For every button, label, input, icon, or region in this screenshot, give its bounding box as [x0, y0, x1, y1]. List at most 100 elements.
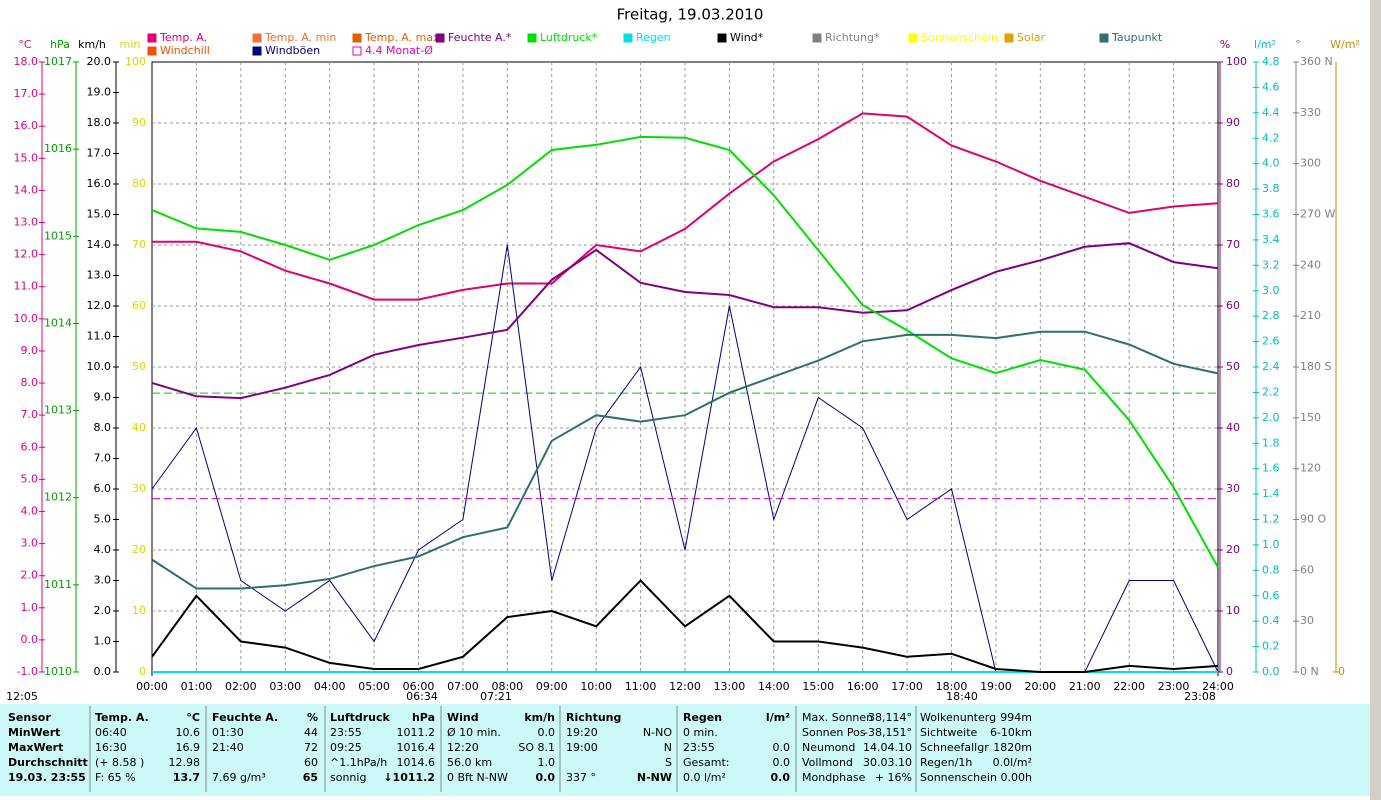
table-cell: 337 ° [566, 771, 596, 784]
x-tick-label: 12:00 [669, 680, 701, 693]
table-header: Wind [447, 711, 479, 724]
series-line [151, 242, 1219, 400]
table-cell: Mondphase [802, 771, 866, 784]
table-value: 0.00h [1001, 771, 1032, 784]
x-tick-label: 21:00 [1069, 680, 1101, 693]
y-tick-label: 20 [132, 543, 146, 556]
y-tick-label: 20.0 [87, 55, 112, 68]
y-tick-label: 100 [1226, 55, 1247, 68]
y-tick-label: 3.0 [94, 574, 112, 587]
y-tick-label: 1012 [44, 491, 72, 504]
legend-label: Richtung* [825, 31, 880, 44]
x-tick-label: 01:00 [181, 680, 213, 693]
table-cell: Neumond [802, 741, 855, 754]
y-tick-label: 10 [132, 604, 146, 617]
table-value: 13.7 [173, 771, 200, 784]
scroll-edge [1370, 0, 1381, 800]
table-cell: 06:40 [95, 726, 127, 739]
table-unit: l/m² [766, 711, 790, 724]
x-tick-label: 03:00 [269, 680, 301, 693]
table-cell: F: 65 % [95, 771, 136, 784]
y-tick-label: 70 [1226, 238, 1240, 251]
y-tick-label: 8.0 [21, 376, 39, 389]
legend-label: Windchill [160, 44, 210, 57]
y-tick-label: 270 W [1300, 208, 1335, 221]
y-tick-label: 18.0 [87, 116, 112, 129]
y-tick-label: 0.0 [94, 665, 112, 678]
table-cell: 0.0 l/m² [683, 771, 726, 784]
table-cell: 19:20 [566, 726, 598, 739]
y-tick-label: 15.0 [14, 151, 39, 164]
legend-label: Temp. A. min [264, 31, 336, 44]
series-line [151, 579, 1219, 673]
y-tick-label: 10 [1226, 604, 1240, 617]
y-tick-label: 1.8 [1262, 436, 1280, 449]
table-header: Temp. A. [95, 711, 149, 724]
y-tick-label: 4.6 [1262, 80, 1280, 93]
legend-label: Luftdruck* [540, 31, 598, 44]
x-tick-label: 04:00 [314, 680, 346, 693]
y-tick-label: 0 N [1300, 665, 1319, 678]
y-tick-label: 1015 [44, 229, 72, 242]
y-tick-label: 14.0 [87, 238, 112, 251]
y-tick-label: 0.0 [21, 633, 39, 646]
legend-swatch [717, 33, 727, 43]
y-tick-label: 9.0 [21, 344, 39, 357]
axis-title: km/h [78, 38, 106, 51]
table-value: 16.9 [176, 741, 201, 754]
y-tick-label: -1.0 [17, 665, 38, 678]
table-cell: Max. Sonnen [802, 711, 873, 724]
table-header: Regen [683, 711, 722, 724]
y-tick-label: 1014 [44, 316, 72, 329]
legend-swatch [1099, 33, 1109, 43]
chart-title: Freitag, 19.03.2010 [617, 6, 764, 24]
y-tick-label: 80 [1226, 177, 1240, 190]
y-tick-label: 30 [1226, 482, 1240, 495]
x-tick-label: 18:00 [936, 680, 968, 693]
table-value: 30.03.10 [863, 756, 912, 769]
y-tick-label: 0 [1338, 665, 1345, 678]
table-cell: Sonnen Pos [802, 726, 866, 739]
sun-annotation: 07:21 [480, 690, 512, 703]
table-value: 0.0 [773, 741, 791, 754]
axis-title: °C [18, 38, 32, 51]
y-tick-label: 30 [132, 482, 146, 495]
x-tick-label: 09:00 [536, 680, 568, 693]
table-cell: ^1.1hPa/h [330, 756, 387, 769]
table-cell: 16:30 [95, 741, 127, 754]
x-tick-label: 05:00 [358, 680, 390, 693]
table-value: 12.98 [169, 756, 201, 769]
x-tick-label: 17:00 [891, 680, 923, 693]
legend-swatch [908, 33, 918, 43]
y-tick-label: 150 [1300, 411, 1321, 424]
y-tick-label: 0.2 [1262, 640, 1280, 653]
legend-swatch [352, 46, 362, 56]
x-tick-label: 15:00 [802, 680, 834, 693]
y-tick-label: 3.4 [1262, 233, 1280, 246]
table-cell: Schneefallgr [920, 741, 989, 754]
y-tick-label: 19.0 [87, 86, 112, 99]
y-tick-label: 16.0 [14, 119, 39, 132]
table-cell: Sichtweite [920, 726, 978, 739]
table-cell: 56.0 km [447, 756, 492, 769]
y-tick-label: 3.0 [21, 537, 39, 550]
table-cell: Gesamt: [683, 756, 730, 769]
y-tick-label: 1.0 [1262, 538, 1280, 551]
y-tick-label: 11.0 [87, 330, 112, 343]
y-tick-label: 40 [132, 421, 146, 434]
y-tick-label: 0.4 [1262, 614, 1280, 627]
y-tick-label: 1.6 [1262, 462, 1280, 475]
table-value: 6-10km [990, 726, 1032, 739]
y-tick-label: 300 [1300, 157, 1321, 170]
legend-swatch [352, 33, 362, 43]
x-tick-label: 19:00 [980, 680, 1012, 693]
legend-label: Solar [1017, 31, 1046, 44]
table-cell: Vollmond [802, 756, 853, 769]
y-tick-label: 0 [139, 665, 146, 678]
y-tick-label: 1.2 [1262, 513, 1280, 526]
table-cell: Durchschnitt [8, 756, 88, 769]
table-value: 1014.6 [397, 756, 436, 769]
y-tick-label: 330 [1300, 106, 1321, 119]
table-unit: % [307, 711, 318, 724]
